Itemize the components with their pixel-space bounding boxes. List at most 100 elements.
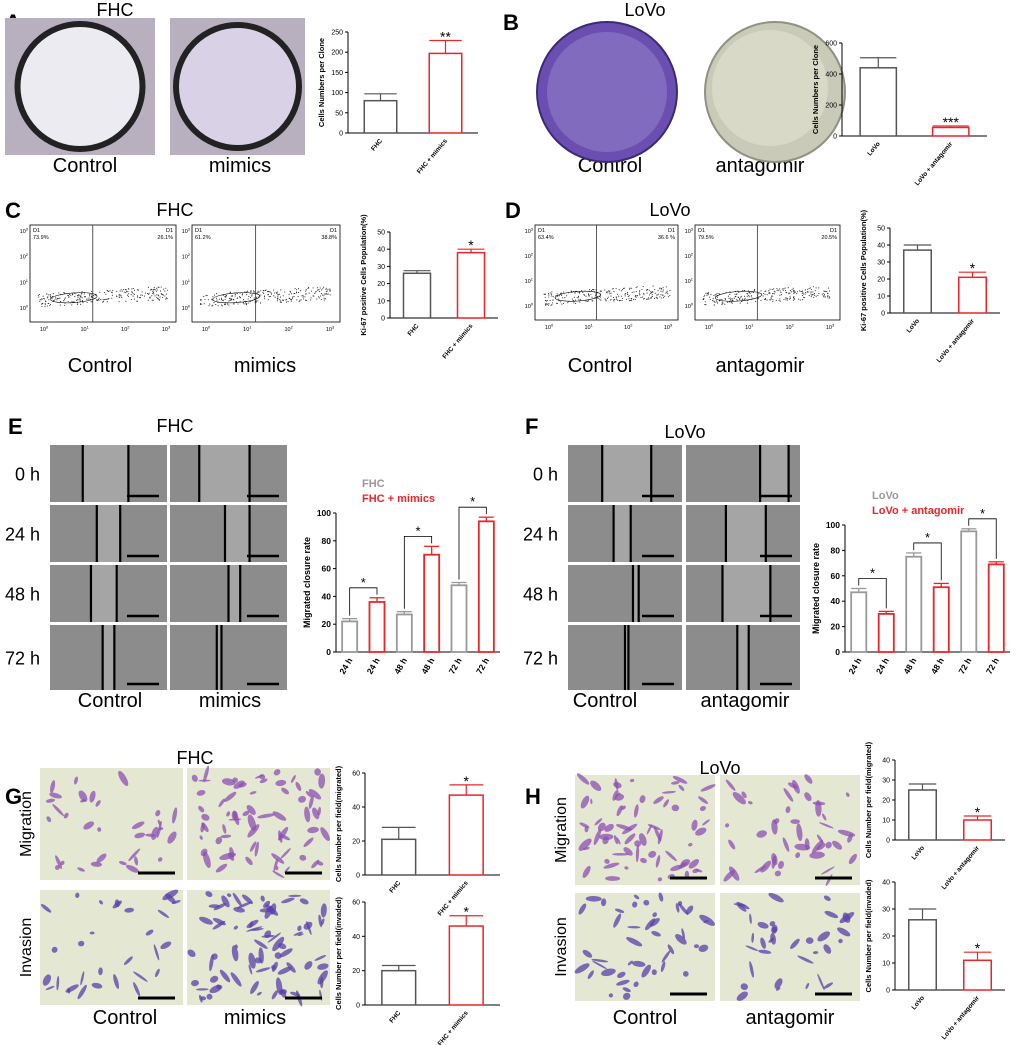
quadrant-percent: 26.1%: [157, 235, 173, 241]
row-label: 24 h: [523, 525, 558, 545]
scratch-image: [568, 565, 682, 622]
stained-cell: [203, 765, 210, 783]
y-axis-label: Cells Number per field(invaded): [334, 897, 343, 1010]
event-dot: [208, 305, 210, 307]
colony-dish-inner: [547, 32, 667, 152]
event-dot: [783, 298, 785, 300]
event-dot: [712, 299, 714, 302]
event-dot: [127, 290, 129, 292]
event-dot: [729, 297, 731, 299]
x-tick-label: FHC: [370, 138, 384, 153]
stained-cell: [236, 901, 253, 909]
stained-cell: [295, 781, 302, 791]
event-dot: [551, 293, 553, 295]
event-dot: [594, 294, 597, 296]
event-dot: [160, 292, 162, 295]
event-dot: [736, 293, 738, 295]
stained-cell: [157, 857, 163, 862]
tick-base: 10: [624, 325, 630, 331]
event-dot: [206, 295, 208, 297]
event-dot: [249, 296, 252, 299]
stained-cell: [774, 870, 782, 877]
image-label: Control: [573, 690, 637, 712]
stained-cell: [728, 866, 740, 881]
image-label: mimics: [234, 355, 296, 377]
gate-label: D1: [830, 228, 837, 234]
event-dot: [299, 290, 302, 292]
stained-cell: [601, 968, 616, 977]
event-dot: [77, 302, 79, 304]
stained-cell: [614, 908, 625, 913]
flow-plot-frame: [534, 224, 679, 321]
event-dot: [222, 299, 225, 301]
bar: [341, 620, 359, 653]
stained-cell: [661, 790, 676, 794]
event-dot: [257, 300, 259, 302]
stained-cell: [151, 826, 159, 840]
event-dot: [152, 292, 154, 294]
event-dot: [213, 302, 215, 304]
x-tick-label: 72 h: [984, 656, 1001, 676]
significance: ***: [943, 114, 960, 130]
event-dot: [609, 293, 611, 295]
event-dot: [320, 298, 322, 300]
stained-cell: [661, 950, 671, 963]
significance: *: [870, 566, 875, 581]
tick-base: 10: [20, 280, 26, 286]
flow-y-tick-label: 101: [525, 277, 534, 286]
stained-cell: [774, 978, 783, 989]
event-dot: [120, 295, 122, 297]
event-dot: [218, 298, 220, 300]
event-dot: [273, 295, 275, 297]
event-dot: [79, 300, 81, 302]
event-dot: [703, 297, 705, 300]
event-dot: [704, 294, 706, 296]
event-dot: [622, 289, 624, 291]
event-dot: [119, 290, 121, 292]
wound-gap: [725, 505, 766, 562]
event-dot: [102, 301, 104, 303]
event-dot: [599, 298, 601, 300]
event-dot: [563, 291, 565, 293]
stained-cell: [804, 792, 812, 802]
tick-exponent: 2: [188, 252, 191, 257]
y-axis-label: Ki-67 positive Cells Population(%): [859, 209, 868, 331]
y-tick-label: 0: [881, 311, 885, 318]
event-dot: [740, 295, 742, 297]
event-dot: [773, 288, 775, 290]
event-dot: [60, 301, 62, 303]
event-dot: [45, 301, 47, 303]
event-dot: [267, 299, 269, 301]
event-dot: [813, 296, 815, 299]
bar: [905, 555, 923, 653]
event-dot: [125, 300, 127, 302]
y-axis-label: Cells Number per field(migrated): [334, 765, 343, 882]
stained-cell: [582, 949, 593, 958]
x-tick-label: LoVo: [866, 141, 882, 158]
tick-exponent: 3: [26, 227, 29, 232]
x-tick-label: FHC + mimics: [437, 1009, 470, 1045]
stained-cell: [251, 928, 264, 931]
significance-bracket: [403, 535, 433, 609]
tick-exponent: 2: [630, 323, 633, 328]
event-dot: [769, 298, 771, 301]
event-dot: [58, 297, 60, 300]
flow-plot-frame: [191, 224, 341, 323]
event-dot: [641, 289, 643, 291]
x-tick-label: 48 h: [392, 656, 409, 676]
event-dot: [804, 296, 806, 299]
event-dot: [728, 301, 730, 303]
event-dot: [215, 297, 217, 299]
event-dot: [296, 299, 298, 301]
y-tick-label: 20: [882, 798, 890, 805]
event-dot: [778, 299, 780, 302]
stained-cell: [604, 858, 610, 864]
event-dot: [769, 288, 771, 290]
event-dot: [86, 301, 88, 303]
image-label: antagomir: [716, 355, 805, 377]
y-axis-label: Cells Number per field(invaded): [864, 879, 873, 992]
stained-cell: [42, 974, 52, 986]
stained-cell: [658, 892, 664, 902]
event-dot: [80, 303, 82, 305]
stained-cell: [97, 827, 102, 832]
